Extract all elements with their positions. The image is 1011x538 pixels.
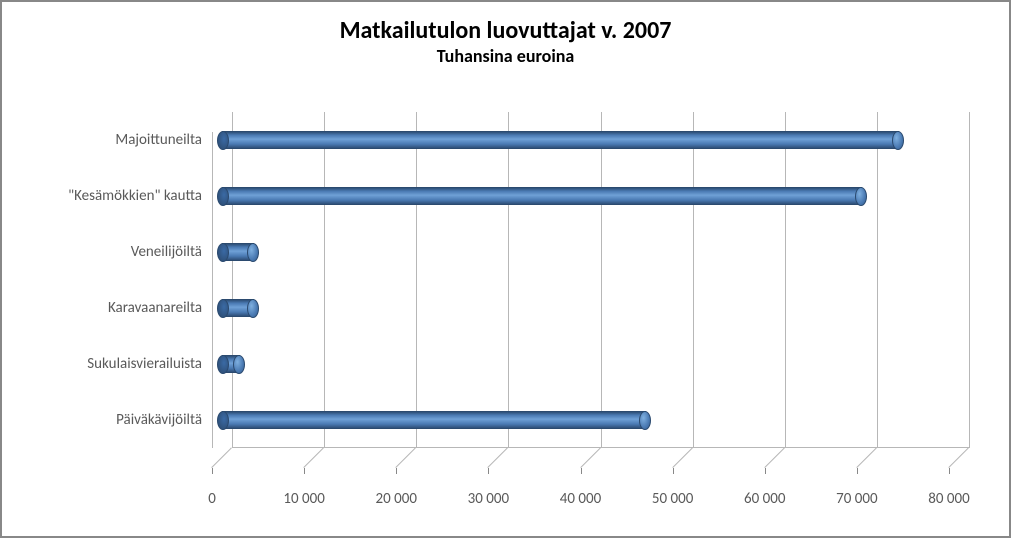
x-tick-label: 50 000 (652, 490, 693, 508)
y-category-label: Veneilijöiltä (131, 243, 202, 261)
bar (222, 243, 254, 261)
y-category-label: Majoittuneilta (115, 131, 202, 149)
plot-region (212, 112, 969, 468)
chart-title: Matkailutulon luovuttajat v. 2007 (2, 16, 1009, 45)
chart-frame: Matkailutulon luovuttajat v. 2007 Tuhans… (0, 0, 1011, 538)
y-axis-labels: Majoittuneilta "Kesämökkien" kautta Veneil… (2, 112, 202, 448)
y-category-label: "Kesämökkien" kautta (68, 187, 202, 205)
x-tick-label: 80 000 (928, 490, 969, 508)
y-category-label: Karavaanareilta (108, 299, 202, 317)
x-tick-label: 70 000 (836, 490, 877, 508)
x-axis-labels: 010 00020 00030 00040 00050 00060 00070 … (212, 490, 969, 510)
x-tick-label: 40 000 (560, 490, 601, 508)
bar (222, 355, 240, 373)
title-block: Matkailutulon luovuttajat v. 2007 Tuhans… (2, 2, 1009, 67)
x-tick-label: 20 000 (376, 490, 417, 508)
y-category-label: Sukulaisvierailuista (87, 355, 202, 373)
x-tick-label: 60 000 (744, 490, 785, 508)
bar (222, 411, 646, 429)
chart-area: 0 10 000 20 000 30 000 40 000 50 000 60 000 70 … (2, 82, 1009, 528)
x-tick-label: 0 (208, 490, 216, 508)
chart-subtitle: Tuhansina euroina (2, 45, 1009, 67)
bar (222, 131, 899, 149)
x-tick-label: 30 000 (468, 490, 509, 508)
bars-layer (222, 112, 969, 448)
bar (222, 187, 862, 205)
gridline (212, 112, 213, 468)
bar (222, 299, 254, 317)
x-tick-label: 10 000 (283, 490, 324, 508)
y-category-label: Päiväkävijöiltä (116, 411, 202, 429)
